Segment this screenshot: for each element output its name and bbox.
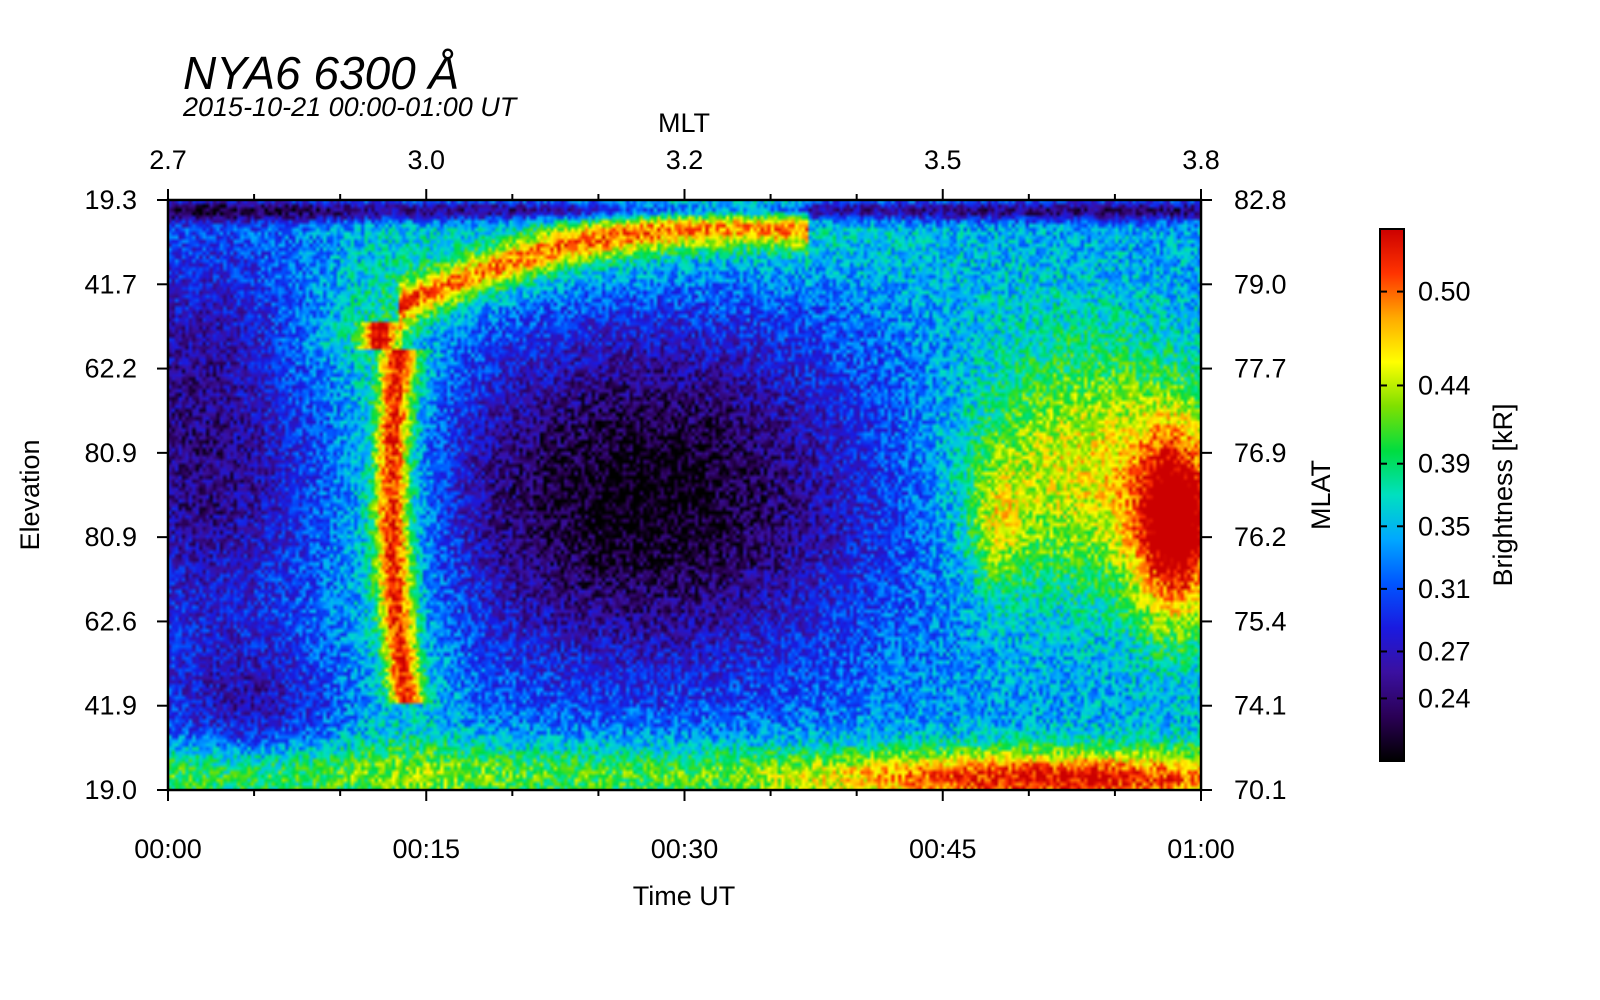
x-tick-label: 00:45 bbox=[909, 834, 977, 864]
y-tick-label: 80.9 bbox=[84, 438, 137, 468]
y2-tick-label: 79.0 bbox=[1234, 269, 1287, 299]
y2-tick-label: 76.9 bbox=[1234, 438, 1287, 468]
heatmap-layer bbox=[168, 200, 1201, 790]
colorbar bbox=[1379, 228, 1405, 762]
ticks-layer: 00:00 00:15 00:30 00:45 01:00 2.7 3.0 3.2 3.5 3.8… bbox=[84, 145, 1286, 864]
y2-tick-label: 76.2 bbox=[1234, 522, 1287, 552]
y-tick-label: 19.3 bbox=[84, 185, 137, 215]
x-tick-label: 00:30 bbox=[651, 834, 719, 864]
heatmap-image bbox=[168, 200, 1201, 790]
y-tick-label: 62.2 bbox=[84, 354, 137, 384]
x2-axis-title: MLT bbox=[658, 108, 710, 138]
y-tick-label: 80.9 bbox=[84, 522, 137, 552]
y2-tick-label: 70.1 bbox=[1234, 775, 1287, 805]
y-tick-label: 41.7 bbox=[84, 269, 137, 299]
y2-tick-label: 82.8 bbox=[1234, 185, 1287, 215]
x-tick-label: 00:00 bbox=[134, 834, 202, 864]
colorbar-tick-label: 0.44 bbox=[1418, 370, 1471, 400]
y-tick-label: 62.6 bbox=[84, 606, 137, 636]
x-tick-label: 01:00 bbox=[1167, 834, 1235, 864]
x2-tick-label: 3.5 bbox=[924, 145, 962, 175]
y-axis-title: Elevation bbox=[15, 439, 45, 550]
chart-title: NYA6 6300 Å bbox=[183, 47, 460, 99]
x2-tick-label: 3.0 bbox=[407, 145, 445, 175]
colorbar-label: Brightness [kR] bbox=[1488, 403, 1518, 586]
y2-axis-title: MLAT bbox=[1306, 460, 1336, 530]
colorbar-tick-label: 0.27 bbox=[1418, 636, 1471, 666]
colorbar-tick-label: 0.50 bbox=[1418, 277, 1471, 307]
x2-tick-label: 2.7 bbox=[149, 145, 187, 175]
colorbar-tick-label: 0.35 bbox=[1418, 511, 1471, 541]
colorbar-ticks: 0.24 0.27 0.31 0.35 0.39 0.44 0.50 bbox=[1380, 277, 1471, 713]
x2-tick-label: 3.8 bbox=[1182, 145, 1220, 175]
colorbar-tick-label: 0.39 bbox=[1418, 449, 1471, 479]
y-tick-label: 41.9 bbox=[84, 691, 137, 721]
y2-tick-label: 74.1 bbox=[1234, 691, 1287, 721]
y2-tick-label: 75.4 bbox=[1234, 606, 1287, 636]
chart-subtitle: 2015-10-21 00:00-01:00 UT bbox=[183, 92, 517, 122]
x-tick-label: 00:15 bbox=[392, 834, 460, 864]
y-tick-label: 19.0 bbox=[84, 775, 137, 805]
x-axis-title: Time UT bbox=[633, 881, 736, 911]
x2-tick-label: 3.2 bbox=[666, 145, 704, 175]
colorbar-tick-label: 0.24 bbox=[1418, 683, 1471, 713]
y2-tick-label: 77.7 bbox=[1234, 354, 1287, 384]
colorbar-tick-label: 0.31 bbox=[1418, 574, 1471, 604]
